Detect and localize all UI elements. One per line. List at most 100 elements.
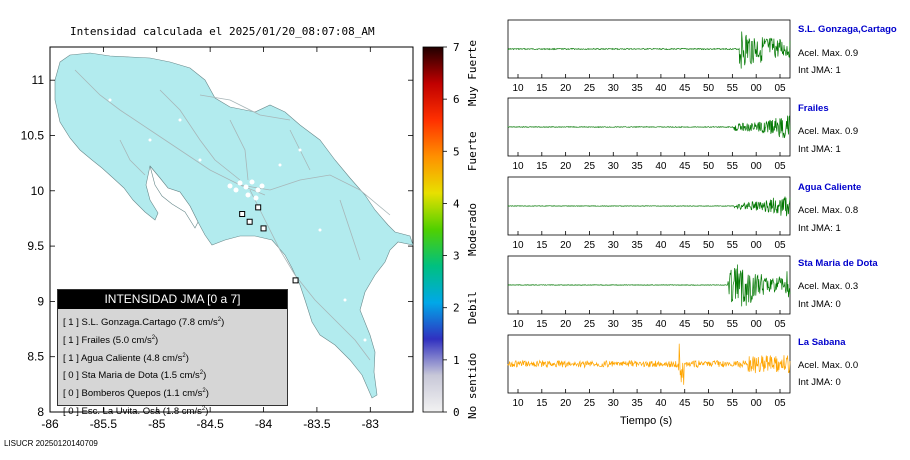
time-tick-label: 20 <box>560 240 572 251</box>
map-y-tick-label: 9.5 <box>27 239 44 253</box>
colorbar-category-label: Debil <box>466 291 479 324</box>
seismogram-trace <box>507 114 791 139</box>
colorbar-tick-label: 0 <box>453 406 460 419</box>
time-tick-label: 25 <box>584 240 596 251</box>
colorbar-tick-label: 5 <box>453 145 460 158</box>
map-x-tick-label: -85 <box>148 417 166 431</box>
legend-item: [ 0 ] Sta Maria de Dota (1.5 cm/s2) <box>63 370 207 382</box>
time-tick-label: 55 <box>727 240 739 251</box>
time-tick-label: 05 <box>774 398 786 409</box>
map-y-tick-label: 9 <box>37 294 44 308</box>
map-y-tick-label: 8 <box>37 405 44 419</box>
station-jma: Int JMA: 1 <box>798 144 841 155</box>
time-tick-label: 40 <box>655 240 667 251</box>
station-jma: Int JMA: 1 <box>798 65 841 76</box>
time-tick-label: 20 <box>560 319 572 330</box>
time-tick-label: 40 <box>655 319 667 330</box>
seismogram-panel: 10 15 20 25 30 35 40 45 50 55 00 05 <box>507 334 791 409</box>
road-network <box>74 69 391 361</box>
time-tick-label: 45 <box>679 398 691 409</box>
colorbar-tick-label: 3 <box>453 250 460 263</box>
time-tick-label: 25 <box>584 398 596 409</box>
map-x-tick-label: -85.5 <box>90 417 118 431</box>
legend-item: [ 0 ] Esc. La Uvita. Osa (1.8 cm/s2) <box>63 405 209 417</box>
time-tick-label: 25 <box>584 319 596 330</box>
time-tick-label: 55 <box>727 319 739 330</box>
map-y-tick-label: 10.5 <box>21 128 45 142</box>
colorbar-category-label: Muy Fuerte <box>466 40 479 106</box>
time-tick-label: 30 <box>608 240 620 251</box>
map-y-tick-label: 10 <box>31 184 45 198</box>
time-tick-label: 15 <box>536 319 548 330</box>
time-tick-label: 15 <box>536 398 548 409</box>
time-tick-label: 40 <box>655 398 667 409</box>
time-tick-label: 10 <box>512 319 524 330</box>
station-name: Sta Maria de Dota <box>798 258 878 269</box>
seismogram-panel: 10 15 20 25 30 35 40 45 50 55 00 05 <box>507 97 791 172</box>
map-title: Intensidad calculada el 2025/01/20_08:07… <box>70 25 375 38</box>
map-x-tick-label: -83 <box>362 417 380 431</box>
time-tick-label: 15 <box>536 83 548 94</box>
station-marker <box>239 211 246 218</box>
station-marker <box>246 218 253 225</box>
seismogram-panel: 10 15 20 25 30 35 40 45 50 55 00 05 <box>507 176 791 251</box>
time-tick-label: 10 <box>512 240 524 251</box>
station-accel: Acel. Max. 0.9 <box>798 48 859 59</box>
time-tick-label: 30 <box>608 83 620 94</box>
map-x-tick-label: -84 <box>255 417 273 431</box>
time-tick-label: 35 <box>632 240 644 251</box>
station-accel: Acel. Max. 0.3 <box>798 281 859 292</box>
time-tick-label: 35 <box>632 398 644 409</box>
colorbar-category-label: No sentido <box>466 353 479 419</box>
time-tick-label: 45 <box>679 319 691 330</box>
time-tick-label: 35 <box>632 83 644 94</box>
time-tick-label: 50 <box>703 398 715 409</box>
time-tick-label: 00 <box>751 398 763 409</box>
map-x-tick-label: -86 <box>41 417 59 431</box>
map-x-ticks: -86 -85.5 -85 -84.5 -84 -83.5 -83 <box>41 47 379 431</box>
station-accel: Acel. Max. 0.8 <box>798 205 859 216</box>
station-marker <box>255 204 262 211</box>
time-tick-label: 20 <box>560 161 572 172</box>
time-tick-label: 10 <box>512 83 524 94</box>
time-tick-label: 00 <box>751 83 763 94</box>
time-tick-label: 00 <box>751 240 763 251</box>
legend-title: INTENSIDAD JMA [0 a 7] <box>58 290 287 309</box>
map-y-tick-label: 8.5 <box>27 350 44 364</box>
time-tick-label: 25 <box>584 83 596 94</box>
time-tick-label: 35 <box>632 161 644 172</box>
seismogram-panel: 10 15 20 25 30 35 40 45 50 55 00 05 <box>507 19 791 94</box>
station-marker <box>260 225 267 232</box>
colorbar-category-label: Moderado <box>466 203 479 256</box>
land-shape <box>54 52 414 399</box>
station-jma: Int JMA: 1 <box>798 223 841 234</box>
time-tick-label: 20 <box>560 83 572 94</box>
colorbar-categories: No sentido Debil Moderado Fuerte Muy Fuerte <box>466 40 479 419</box>
seismogram-panel: 10 15 20 25 30 35 40 45 50 55 00 05 <box>507 255 791 330</box>
city-cluster <box>108 98 367 342</box>
gulf-shape <box>149 165 199 229</box>
time-tick-label: 05 <box>774 319 786 330</box>
map-y-tick-label: 11 <box>32 73 45 87</box>
time-tick-label: 50 <box>703 240 715 251</box>
legend-item: [ 1 ] Agua Caliente (4.8 cm/s2) <box>63 352 189 364</box>
intensity-legend: INTENSIDAD JMA [0 a 7] [ 1 ] S.L. Gonzag… <box>57 289 288 417</box>
time-tick-label: 10 <box>512 398 524 409</box>
station-jma: Int JMA: 0 <box>798 299 841 310</box>
colorbar-ticks: 0 1 2 3 4 5 6 7 <box>443 41 460 419</box>
time-tick-label: 45 <box>679 161 691 172</box>
time-tick-label: 15 <box>536 161 548 172</box>
time-tick-label: 55 <box>727 161 739 172</box>
time-tick-label: 40 <box>655 161 667 172</box>
time-tick-label: 30 <box>608 398 620 409</box>
legend-item: [ 0 ] Bomberos Quepos (1.1 cm/s2) <box>63 388 209 400</box>
station-name: Agua Caliente <box>798 182 862 193</box>
station-accel: Acel. Max. 0.9 <box>798 126 859 137</box>
map-y-ticks: 11 10.5 10 9.5 9 8.5 8 <box>21 73 413 419</box>
seismogram-panels: 10 15 20 25 30 35 40 45 50 55 00 05 10 15 20 25 30 35 40 45… <box>507 19 791 409</box>
time-tick-label: 55 <box>727 83 739 94</box>
time-tick-label: 20 <box>560 398 572 409</box>
legend-list: [ 1 ] S.L. Gonzaga.Cartago (7.8 cm/s2) [… <box>63 313 287 420</box>
time-tick-label: 45 <box>679 240 691 251</box>
